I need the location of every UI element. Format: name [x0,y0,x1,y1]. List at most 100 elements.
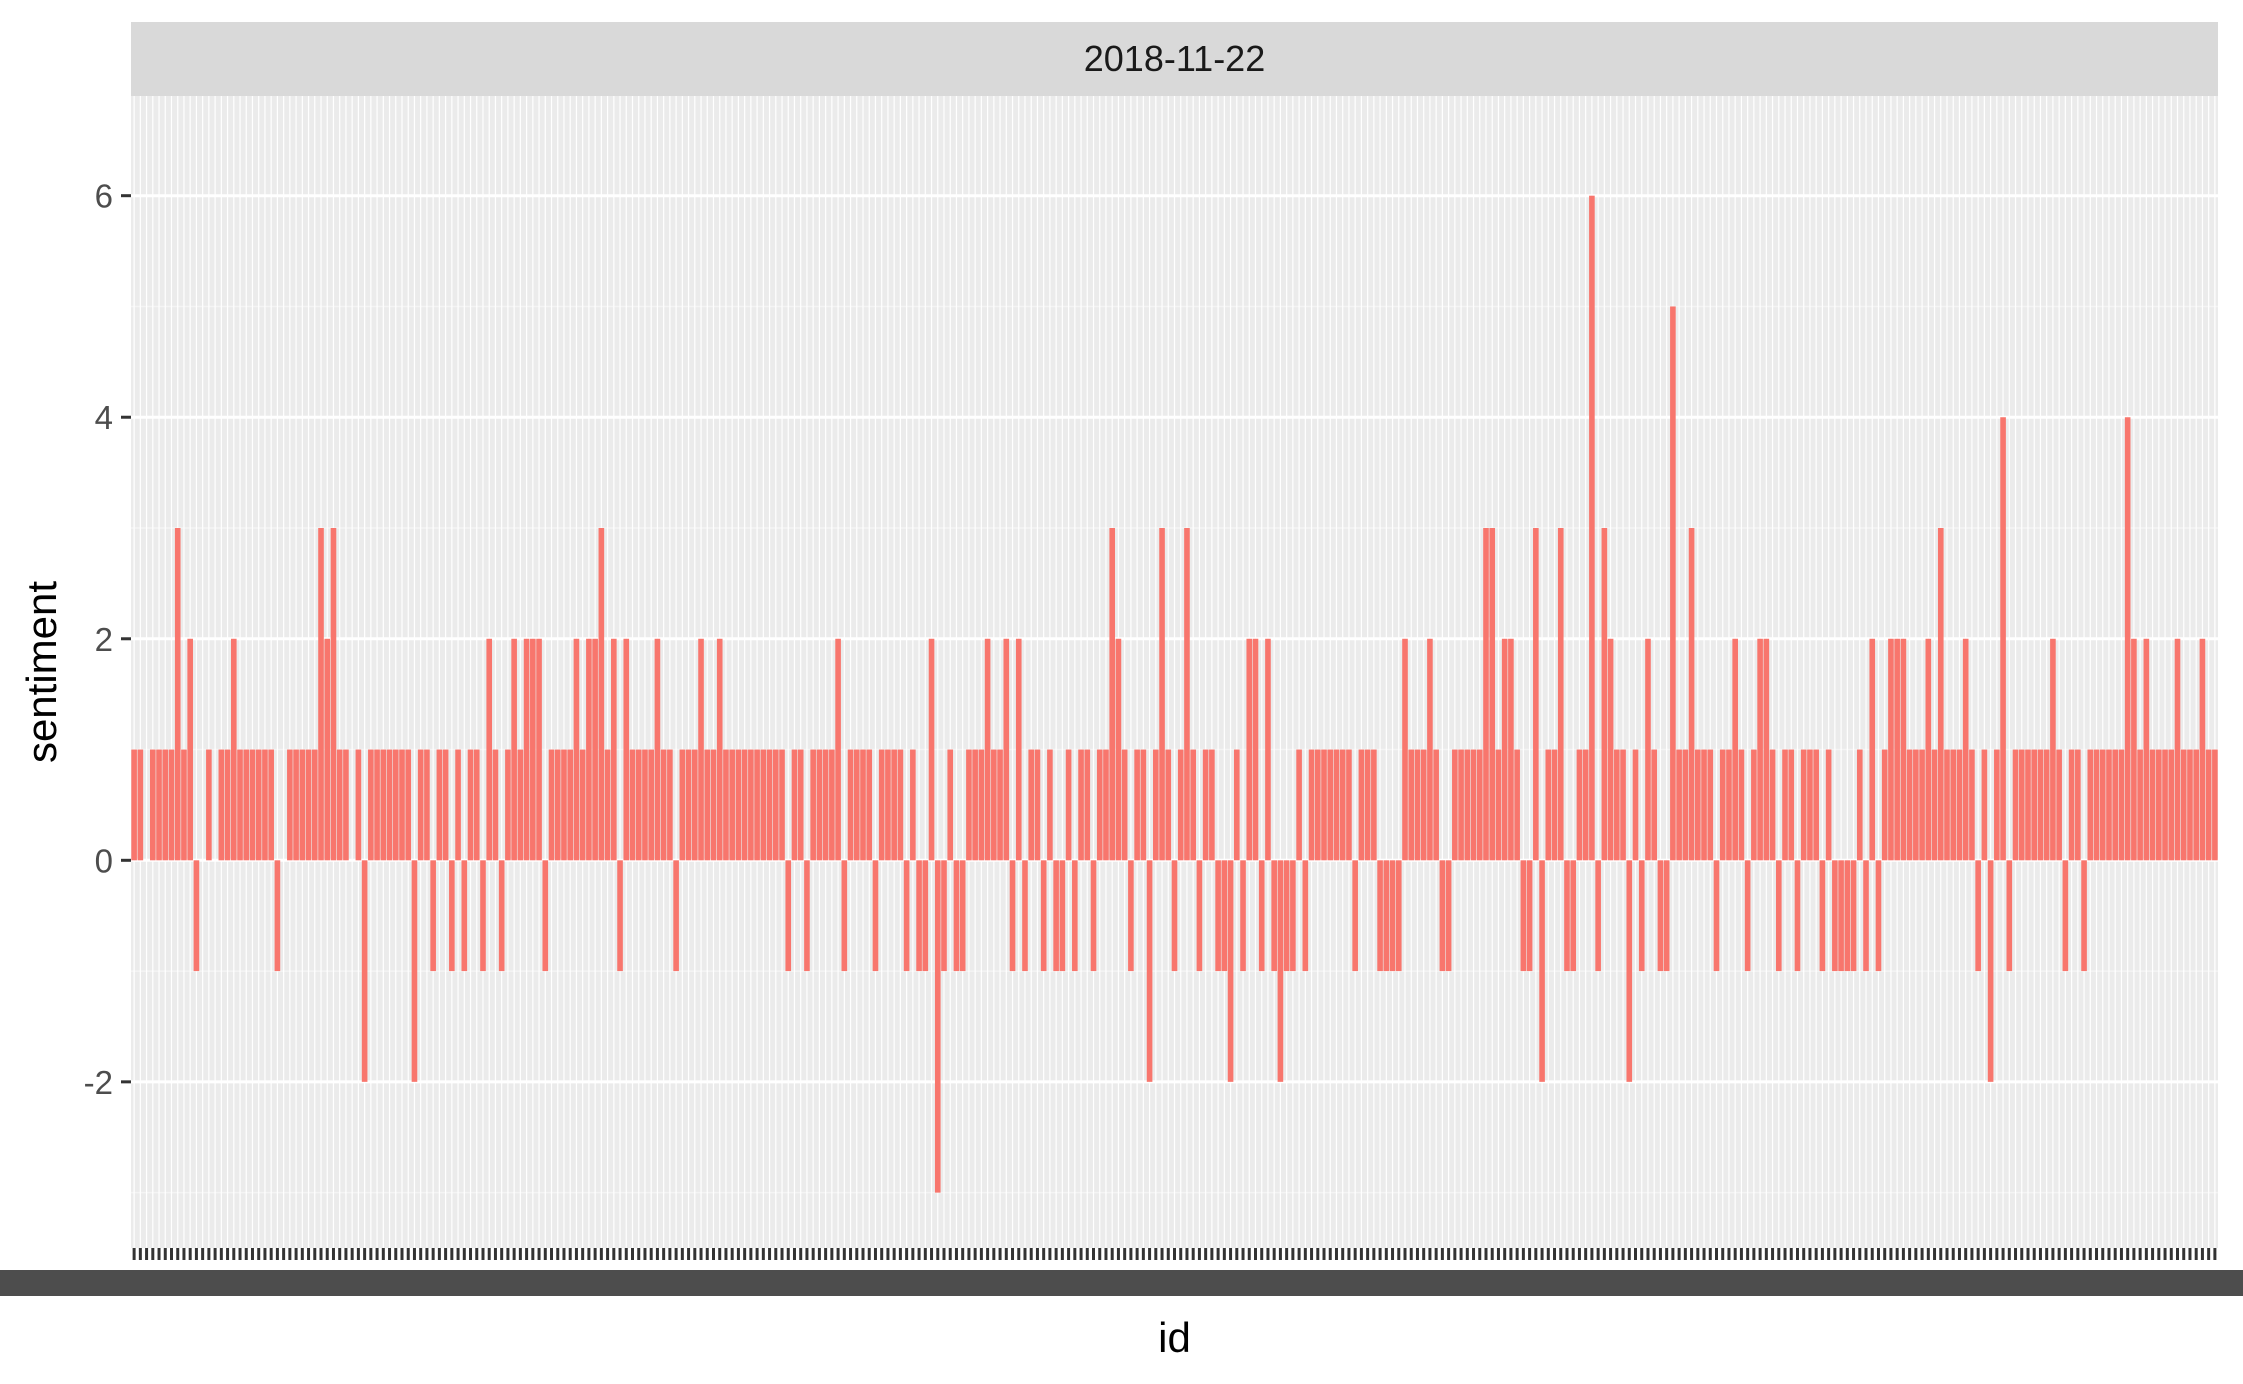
bar [1501,638,1508,861]
bar [293,749,299,861]
bar [1570,860,1577,972]
bar [1601,528,1608,861]
bar [311,749,318,861]
bar [1358,749,1365,861]
x-axis-title: id [1158,1314,1191,1361]
bar [1096,749,1103,861]
bar [1732,638,1738,861]
bar [193,860,200,972]
bar [1987,860,1994,1082]
bar [1869,638,1876,861]
bar [2087,749,2094,861]
bar [1034,749,1041,861]
bar [1414,749,1421,861]
bar [1339,749,1346,861]
bar [748,749,754,861]
bar [1638,860,1645,972]
bar [592,638,598,861]
bar [1146,860,1153,1082]
bar [1445,860,1452,972]
bar [673,860,679,972]
bar [511,638,517,861]
bar [1788,749,1795,861]
bar [860,749,866,861]
bar [966,749,972,861]
bar [1925,638,1932,861]
y-tick-label: 4 [95,399,113,436]
bar [1956,749,1963,861]
x-tick-marks [132,1248,2217,1260]
bar [430,860,436,972]
bar [1595,860,1601,972]
bar [137,749,144,861]
bar [766,749,773,861]
bar [330,528,337,861]
bar [1115,638,1122,861]
y-axis-title: sentiment [18,581,65,763]
bar [336,749,343,861]
bar [2106,749,2112,861]
bar [872,860,879,972]
bar [947,749,954,861]
bar [579,749,586,861]
bar [1433,749,1439,861]
bar [1688,528,1695,861]
bar [885,749,891,861]
bar [1962,638,1969,861]
bar [1333,749,1340,861]
bar [554,749,561,861]
bar [941,860,947,972]
bar [424,749,430,861]
bar [1090,860,1097,972]
bar [1258,860,1265,972]
bar [505,749,511,861]
bar [897,749,904,861]
bar [1003,638,1010,861]
bar [760,749,767,861]
bar [934,860,941,1193]
bar [1022,860,1028,972]
bar [1807,749,1813,861]
y-tick-label: -2 [84,1064,113,1101]
bar [573,638,580,861]
bar [237,749,243,861]
bar [455,749,461,861]
bar [1526,860,1533,972]
bar [1937,528,1944,861]
bar [1283,860,1290,972]
bars [131,195,2218,1193]
bar [218,749,225,861]
bar [2056,749,2062,861]
bar [1109,528,1116,861]
bar [1184,528,1190,861]
bar [486,638,493,861]
bar [1395,860,1402,972]
bar [1483,528,1489,861]
bar [436,749,443,861]
bar [1227,860,1234,1082]
bar [1296,749,1302,861]
y-tick-label: 6 [95,178,113,215]
bar [1233,749,1240,861]
bar [2118,749,2125,861]
bar [835,638,841,861]
bar [380,749,387,861]
bar [822,749,829,861]
bar [473,749,480,861]
bar [698,638,704,861]
bar [1888,638,1894,861]
bar [1352,860,1358,972]
bar [660,749,667,861]
bar [1894,638,1900,861]
bar [1439,860,1446,972]
bar [2131,638,2137,861]
bar [1614,749,1620,861]
bar [2025,749,2031,861]
bar [729,749,735,861]
bar [1246,638,1253,861]
bar [2062,860,2069,972]
bar [1875,860,1882,972]
bar [386,749,393,861]
bar [1383,860,1390,972]
bar [1427,638,1433,861]
